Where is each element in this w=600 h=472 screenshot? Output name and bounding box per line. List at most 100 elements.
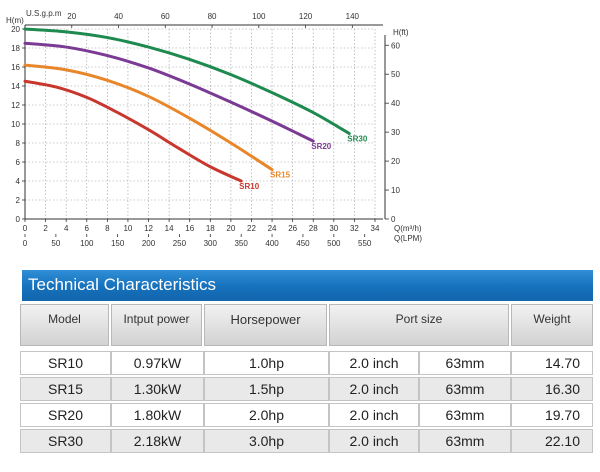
- x-tick-label: 34: [371, 224, 380, 233]
- x2-tick-label: 100: [80, 239, 94, 248]
- cell-power: 0.97kW: [111, 351, 204, 375]
- cell-model: SR30: [20, 429, 111, 453]
- top-tick-label: 140: [346, 12, 360, 21]
- x2-tick-label: 150: [111, 239, 125, 248]
- y-tick-label: 2: [16, 196, 21, 205]
- cell-power: 2.18kW: [111, 429, 204, 453]
- y-tick-label: 8: [16, 139, 21, 148]
- cell-hp: 1.5hp: [204, 377, 329, 401]
- series-line-sr30: [23, 27, 351, 135]
- cell-hp: 1.0hp: [204, 351, 329, 375]
- cell-port-inch: 2.0 inch: [329, 429, 419, 453]
- x-tick-label: 14: [165, 224, 174, 233]
- series-label-sr30: SR30: [347, 135, 368, 144]
- series-label-sr10: SR10: [239, 182, 260, 191]
- bottom-axis-label-lpm: Q(LPM): [394, 234, 422, 243]
- cell-weight: 19.70: [511, 403, 593, 427]
- x-tick-label: 10: [123, 224, 132, 233]
- series-line-sr20: [23, 41, 315, 143]
- table-row: SR10 0.97kW 1.0hp 2.0 inch 63mm 14.70: [20, 351, 593, 375]
- cell-port-mm: 63mm: [419, 377, 511, 401]
- y2-tick-label: 60: [391, 41, 400, 50]
- x2-tick-label: 300: [204, 239, 218, 248]
- y2-tick-label: 0: [391, 215, 396, 224]
- cell-port-inch: 2.0 inch: [329, 403, 419, 427]
- x2-tick-label: 200: [142, 239, 156, 248]
- header-input-power: Intput power: [111, 304, 202, 346]
- cell-weight: 14.70: [511, 351, 593, 375]
- x2-tick-label: 50: [51, 239, 60, 248]
- x-tick-label: 18: [206, 224, 215, 233]
- table-row: SR30 2.18kW 3.0hp 2.0 inch 63mm 22.10: [20, 429, 593, 453]
- cell-hp: 2.0hp: [204, 403, 329, 427]
- y-tick-label: 10: [11, 120, 20, 129]
- y-tick-label: 20: [11, 25, 20, 34]
- top-tick-label: 100: [252, 12, 266, 21]
- cell-port-inch: 2.0 inch: [329, 351, 419, 375]
- y-tick-label: 4: [16, 177, 21, 186]
- x-tick-label: 30: [329, 224, 338, 233]
- cell-port-mm: 63mm: [419, 403, 511, 427]
- top-tick-label: 40: [114, 12, 123, 21]
- y2-tick-label: 40: [391, 99, 400, 108]
- cell-hp: 3.0hp: [204, 429, 329, 453]
- bottom-axis-label-m3h: Q(m³/h): [394, 224, 422, 233]
- y2-tick-label: 20: [391, 157, 400, 166]
- section-title-bar: Technical Characteristics: [22, 270, 593, 301]
- series-line-sr15: [23, 63, 274, 172]
- x-tick-label: 28: [309, 224, 318, 233]
- x-tick-label: 0: [23, 224, 28, 233]
- x-tick-label: 32: [350, 224, 359, 233]
- cell-model: SR10: [20, 351, 111, 375]
- y-tick-label: 18: [11, 44, 20, 53]
- section-title: Technical Characteristics: [28, 275, 217, 294]
- chart-series: SR10 SR15 SR20 SR30: [23, 27, 368, 191]
- top-axis-label: U.S.g.p.m: [26, 9, 62, 18]
- x-tick-label: 22: [247, 224, 256, 233]
- x2-tick-label: 450: [296, 239, 310, 248]
- y2-tick-label: 30: [391, 128, 400, 137]
- x2-tick-label: 350: [234, 239, 248, 248]
- top-tick-label: 120: [299, 12, 313, 21]
- cell-port-mm: 63mm: [419, 429, 511, 453]
- top-tick-label: 80: [208, 12, 217, 21]
- technical-characteristics-table: Model Intput power Horsepower Port size …: [20, 304, 593, 466]
- left-axis-label: H(m): [6, 16, 24, 25]
- cell-model: SR20: [20, 403, 111, 427]
- cell-port-inch: 2.0 inch: [329, 377, 419, 401]
- right-axis-label: H(ft): [393, 28, 409, 37]
- y-tick-label: 6: [16, 158, 21, 167]
- cell-power: 1.30kW: [111, 377, 204, 401]
- y-tick-label: 14: [11, 82, 20, 91]
- table-row: SR15 1.30kW 1.5hp 2.0 inch 63mm 16.30: [20, 377, 593, 401]
- header-weight: Weight: [511, 304, 593, 346]
- header-port-size: Port size: [329, 304, 509, 346]
- y-tick-label: 16: [11, 63, 20, 72]
- y2-tick-label: 50: [391, 70, 400, 79]
- x2-tick-label: 500: [327, 239, 341, 248]
- table-row: SR20 1.80kW 2.0hp 2.0 inch 63mm 19.70: [20, 403, 593, 427]
- x-tick-label: 20: [226, 224, 235, 233]
- y-tick-label: 12: [11, 101, 20, 110]
- cell-power: 1.80kW: [111, 403, 204, 427]
- header-model: Model: [20, 304, 109, 346]
- y2-tick-label: 10: [391, 186, 400, 195]
- y-tick-label: 0: [16, 215, 21, 224]
- x-tick-label: 2: [43, 224, 48, 233]
- x-tick-label: 16: [185, 224, 194, 233]
- x-tick-label: 26: [288, 224, 297, 233]
- header-horsepower: Horsepower: [204, 304, 327, 346]
- series-label-sr20: SR20: [311, 142, 332, 151]
- series-label-sr15: SR15: [270, 171, 291, 180]
- x2-tick-label: 0: [23, 239, 28, 248]
- series-line-sr10: [23, 79, 243, 183]
- x2-tick-label: 250: [173, 239, 187, 248]
- x2-tick-label: 400: [265, 239, 279, 248]
- x-tick-label: 8: [105, 224, 110, 233]
- x-tick-label: 6: [85, 224, 90, 233]
- top-tick-label: 60: [161, 12, 170, 21]
- top-tick-label: 20: [67, 12, 76, 21]
- cell-model: SR15: [20, 377, 111, 401]
